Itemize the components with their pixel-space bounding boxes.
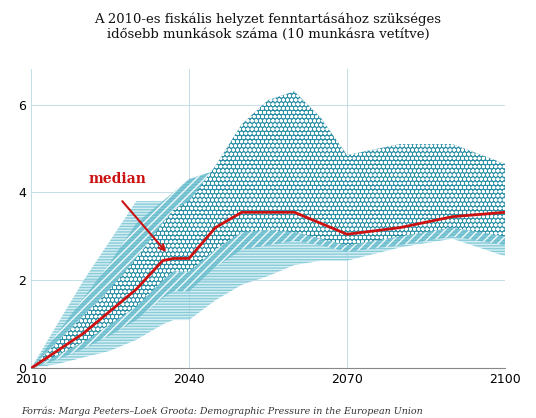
Text: median: median: [89, 172, 147, 186]
Text: A 2010-es fiskális helyzet fenntartásához szükséges
idősebb munkások száma (10 m: A 2010-es fiskális helyzet fenntartásáho…: [94, 13, 442, 41]
Text: Forrás: Marga Peeters–Loek Groota: Demographic Pressure in the European Union: Forrás: Marga Peeters–Loek Groota: Demog…: [21, 406, 423, 416]
